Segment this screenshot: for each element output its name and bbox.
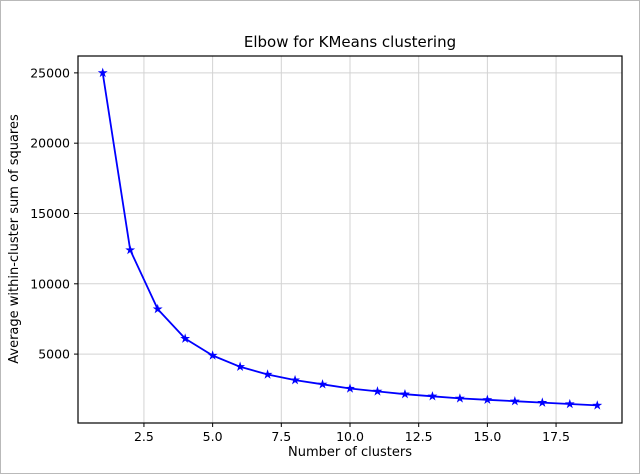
x-tick-label: 12.5 [405, 429, 433, 444]
star-marker [97, 67, 108, 78]
star-marker [317, 379, 328, 389]
star-marker [454, 393, 465, 403]
x-axis-label: Number of clusters [288, 445, 412, 460]
star-marker [400, 388, 410, 399]
star-marker [592, 400, 603, 410]
chart-title: Elbow for KMeans clustering [244, 33, 456, 51]
x-tick-labels: 2.5 5.0 7.5 10.0 12.5 15.0 17.5 [134, 429, 570, 444]
line-series [97, 67, 603, 410]
star-marker [290, 374, 300, 385]
y-tick-label: 20000 [30, 136, 70, 151]
star-marker [262, 369, 273, 379]
y-tick-label: 5000 [38, 347, 70, 362]
y-tick-labels: 5000 10000 15000 20000 25000 [30, 65, 70, 361]
star-marker [427, 391, 438, 401]
star-marker [207, 350, 218, 360]
x-tick-label: 15.0 [473, 429, 501, 444]
star-marker [345, 383, 355, 393]
star-marker [509, 396, 520, 406]
x-tick-label: 10.0 [336, 429, 364, 444]
gridlines [78, 56, 622, 423]
tick-marks [74, 72, 557, 427]
y-tick-label: 10000 [30, 276, 70, 291]
star-marker [564, 398, 575, 409]
x-tick-label: 17.5 [542, 429, 570, 444]
y-axis-label: Average within-cluster sum of squares [7, 114, 22, 364]
y-tick-label: 25000 [30, 65, 70, 80]
x-tick-label: 7.5 [271, 429, 291, 444]
star-marker [537, 397, 548, 407]
star-marker [125, 244, 136, 255]
x-tick-label: 2.5 [134, 429, 154, 444]
star-marker [180, 333, 191, 343]
plot-frame [77, 55, 623, 424]
star-marker [482, 394, 493, 405]
star-marker [235, 361, 246, 371]
star-marker [152, 303, 163, 314]
y-tick-label: 15000 [30, 206, 70, 221]
star-marker [372, 386, 383, 396]
x-tick-label: 5.0 [203, 429, 223, 444]
